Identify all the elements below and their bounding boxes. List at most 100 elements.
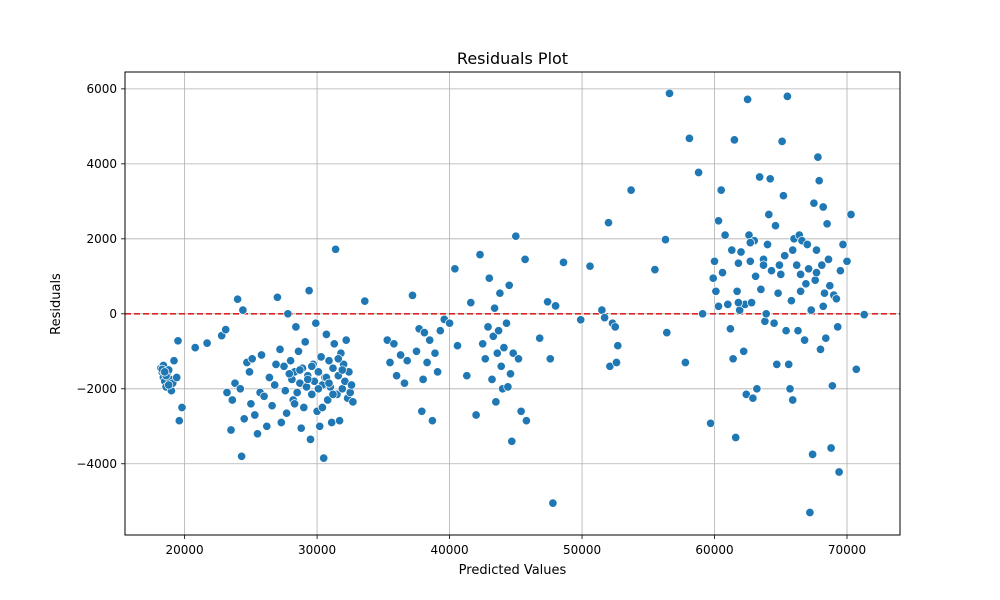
scatter-point — [315, 421, 325, 431]
scatter-point — [755, 172, 765, 182]
x-tick-label: 20000 — [166, 543, 204, 557]
scatter-point — [813, 152, 823, 162]
scatter-point — [804, 264, 814, 274]
scatter-point — [769, 318, 779, 328]
scatter-point — [717, 268, 728, 278]
scatter-point — [247, 354, 257, 364]
scatter-point — [680, 357, 690, 368]
y-axis-title: Residuals — [49, 273, 64, 335]
scatter-point — [788, 245, 798, 255]
scatter-point — [300, 337, 310, 347]
y-axis-ticks: −4000 −2000 0 2000 4000 6000 — [76, 82, 125, 471]
scatter-point — [252, 429, 263, 439]
scatter-point — [360, 296, 370, 306]
scatter-point — [833, 322, 843, 332]
scatter-point — [331, 244, 341, 254]
scatter-point — [751, 271, 761, 281]
scatter-point — [706, 418, 716, 428]
scatter-point — [316, 352, 326, 362]
scatter-point — [346, 380, 357, 390]
scatter-point — [814, 176, 824, 186]
scatter-point — [752, 384, 762, 394]
scatter-point — [480, 354, 490, 364]
scatter-point — [821, 333, 831, 343]
scatter-point — [160, 367, 170, 377]
scatter-point — [422, 357, 432, 368]
y-tick-label: −2000 — [76, 382, 117, 396]
x-tick-label: 50000 — [563, 543, 601, 557]
scatter-point — [745, 238, 755, 248]
scatter-point — [233, 294, 243, 304]
scatter-point — [282, 408, 292, 418]
scatter-point — [487, 374, 497, 384]
scatter-point — [483, 322, 493, 332]
scatter-point — [304, 286, 314, 296]
scatter-point — [341, 335, 351, 345]
scatter-point — [765, 174, 775, 184]
scatter-point — [729, 135, 739, 145]
scatter-point — [317, 402, 327, 413]
scatter-point — [313, 384, 323, 394]
scatter-point — [292, 387, 302, 398]
scatter-point — [329, 339, 339, 349]
scatter-point — [766, 266, 777, 276]
scatter-point — [435, 326, 445, 336]
scatter-point — [777, 136, 787, 146]
scatter-point — [328, 389, 338, 399]
scatter-point — [327, 417, 337, 428]
scatter-point — [802, 239, 812, 250]
scatter-point — [585, 261, 595, 271]
scatter-point — [711, 286, 721, 296]
scatter-point — [809, 198, 819, 208]
scatter-point — [815, 344, 826, 354]
scatter-point — [513, 354, 524, 364]
scatter-point — [230, 378, 240, 388]
scatter-point — [301, 382, 312, 392]
scatter-point — [776, 269, 786, 279]
scatter-point — [725, 324, 735, 334]
scatter-point — [597, 305, 607, 315]
x-tick-label: 30000 — [298, 543, 336, 557]
scatter-point — [834, 467, 844, 477]
scatter-point — [786, 296, 796, 306]
scatter-point — [808, 449, 818, 459]
scatter-point — [264, 372, 274, 383]
scatter-point — [484, 273, 494, 283]
scatter-point — [419, 328, 429, 338]
scatter-point — [272, 292, 282, 302]
scatter-point — [244, 367, 255, 377]
scatter-point — [283, 309, 293, 319]
scatter-point — [284, 369, 294, 379]
scatter-point — [758, 260, 769, 270]
scatter-point — [389, 339, 399, 349]
scatter-point — [773, 288, 783, 298]
scatter-point — [716, 185, 726, 195]
scatter-point — [739, 346, 749, 356]
scatter-point — [516, 406, 526, 416]
scatter-points — [156, 88, 869, 518]
scatter-point — [731, 432, 741, 443]
scatter-point — [780, 251, 790, 261]
scatter-point — [296, 423, 306, 433]
scatter-point — [505, 369, 516, 379]
scatter-point — [801, 279, 811, 289]
scatter-point — [293, 346, 304, 356]
scatter-point — [239, 414, 249, 424]
scatter-point — [747, 298, 757, 308]
scatter-point — [785, 384, 795, 394]
scatter-point — [227, 395, 237, 405]
scatter-point — [311, 318, 321, 328]
scatter-point — [548, 498, 558, 508]
scatter-point — [466, 298, 476, 308]
scatter-point — [660, 235, 671, 245]
scatter-point — [545, 354, 555, 364]
scatter-point — [793, 326, 803, 336]
scatter-point — [781, 326, 791, 336]
scatter-point — [764, 209, 774, 220]
scatter-point — [508, 348, 518, 358]
scatter-point — [238, 305, 248, 315]
scatter-point — [307, 361, 317, 371]
scatter-point — [859, 310, 869, 320]
scatter-point — [494, 326, 504, 336]
scatter-point — [770, 221, 781, 231]
